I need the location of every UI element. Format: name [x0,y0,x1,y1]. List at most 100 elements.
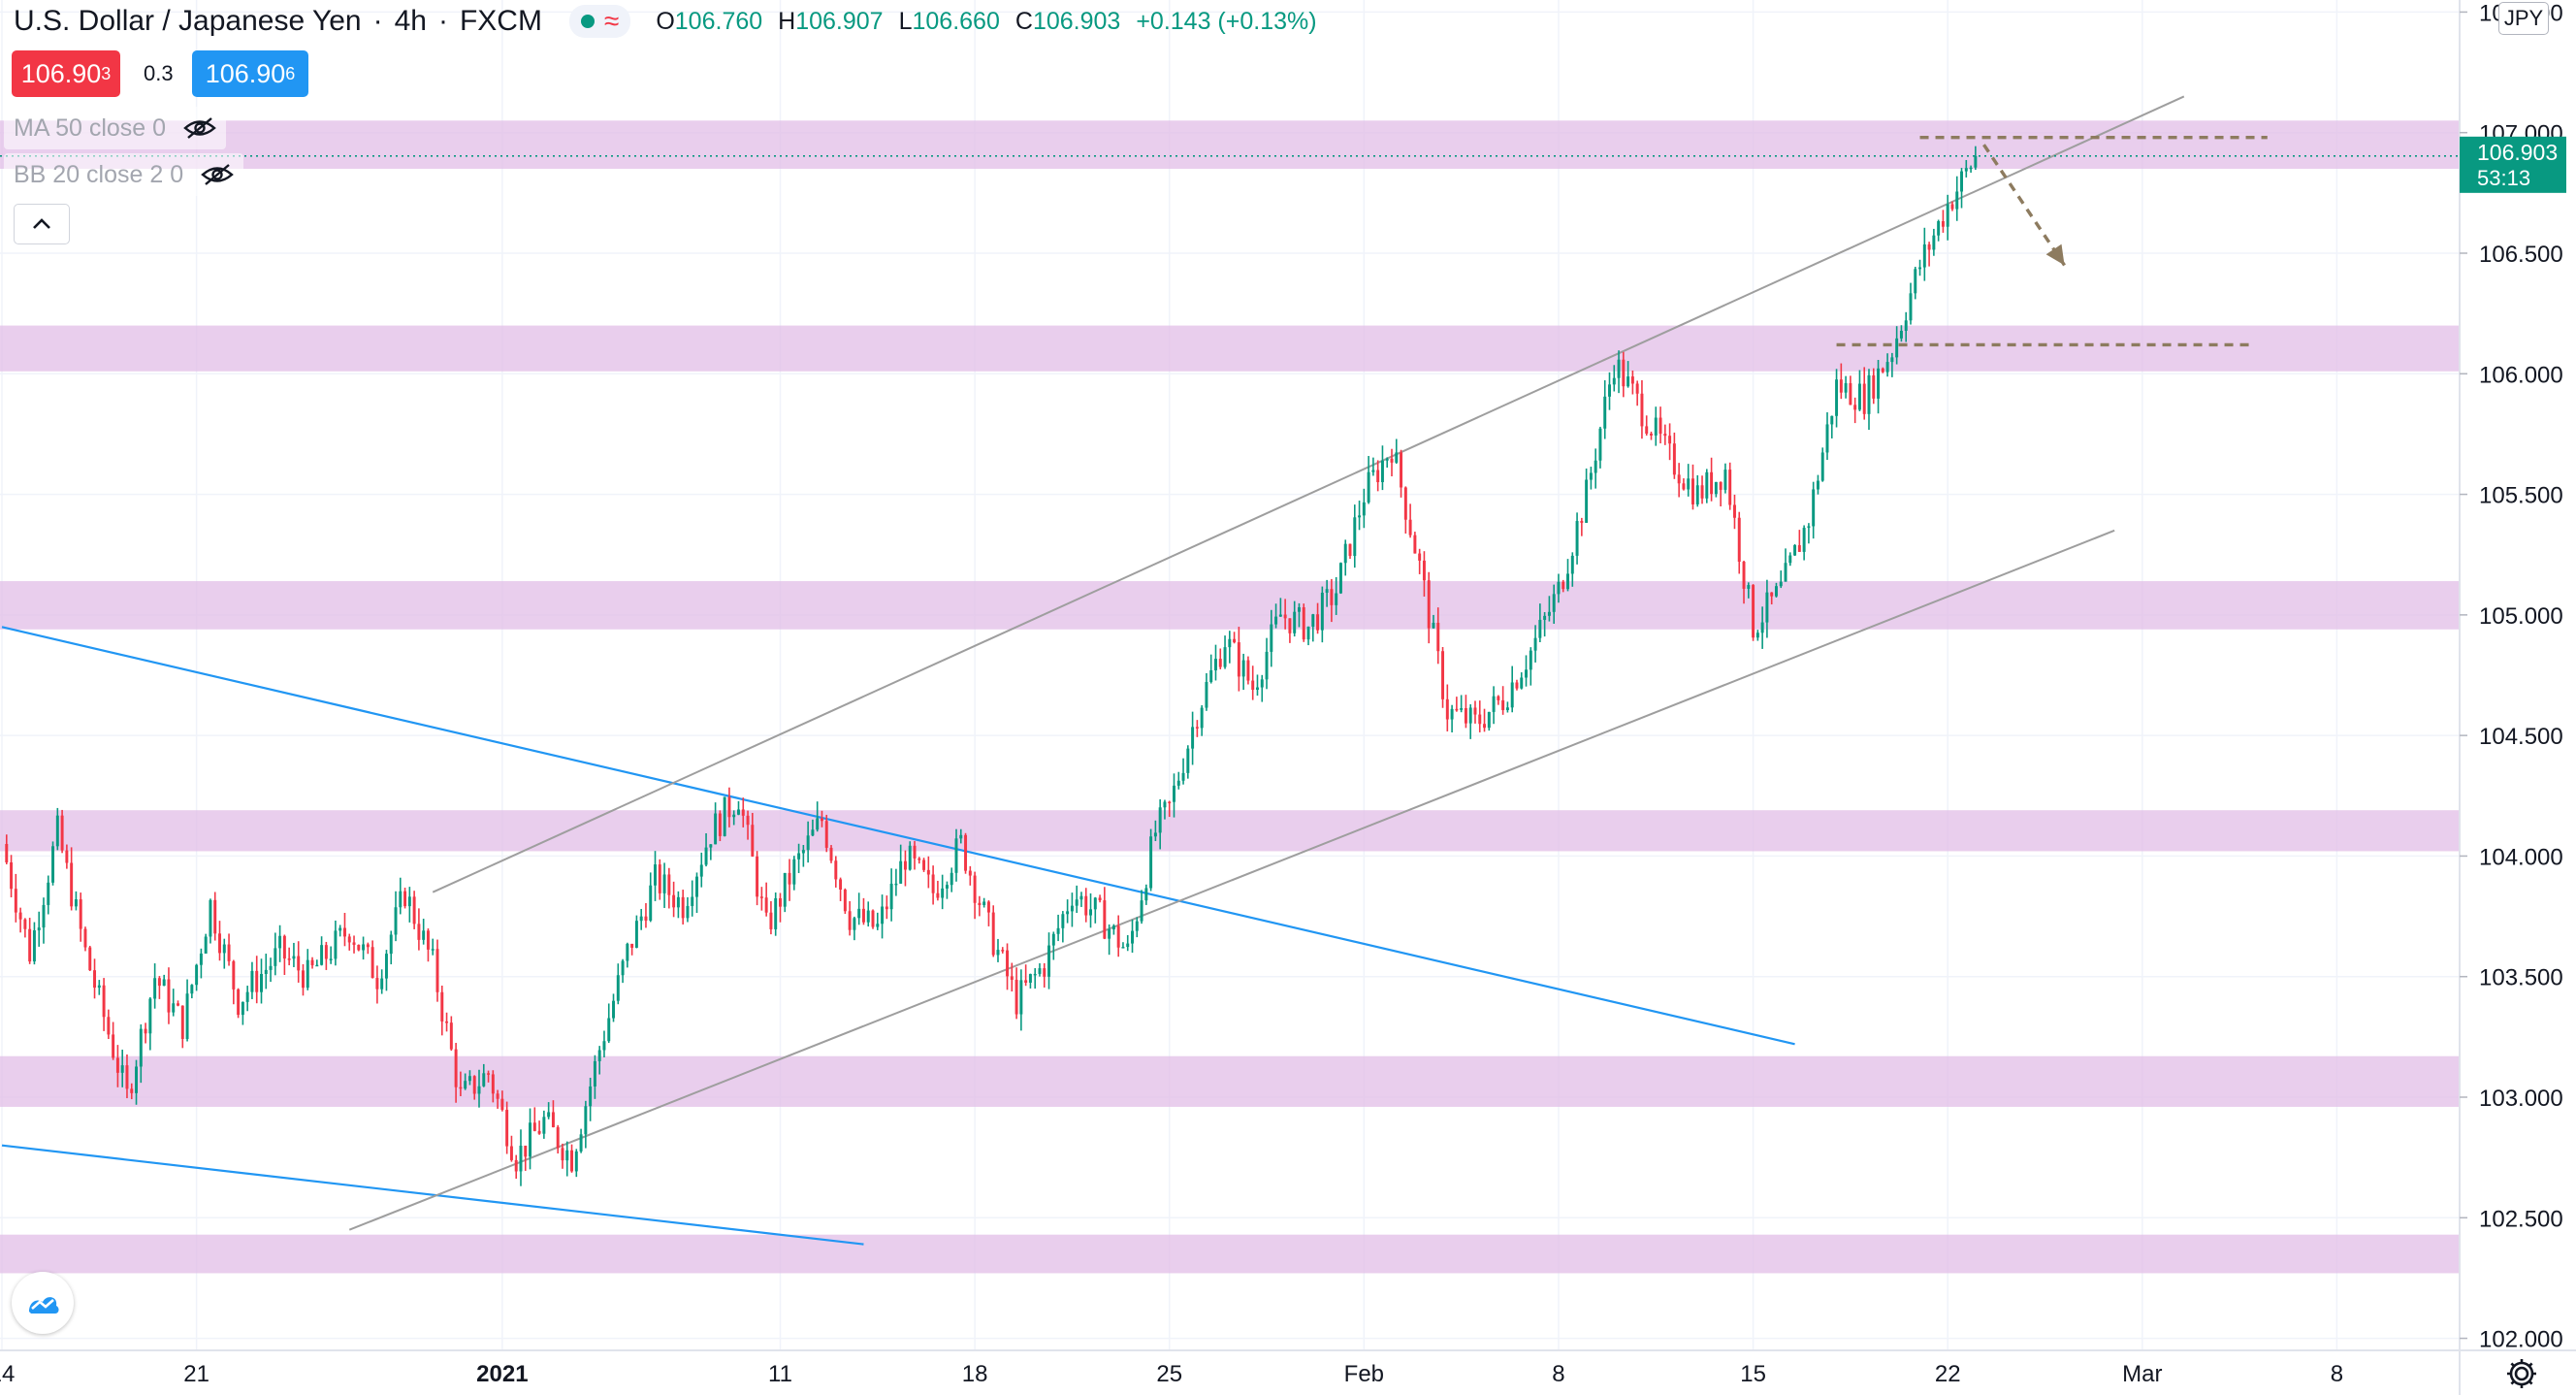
candle-body [1079,895,1083,900]
candle-body [1140,900,1143,922]
candles [5,146,1978,1186]
sell-button[interactable]: 106.90 3 [12,50,120,97]
candle-body [1283,614,1287,619]
candle-body [1793,544,1797,556]
candle-body [589,1086,593,1107]
candle-body [1089,909,1092,916]
candle-body [93,970,97,989]
ohlc-open-key: O [656,7,675,35]
bar-countdown: 53:13 [2477,166,2530,190]
candle-body [1950,204,1954,210]
candle-body [1418,553,1422,561]
candle-body [1038,968,1042,974]
candle-body [282,935,286,959]
symbol-header[interactable]: U.S. Dollar / Japanese Yen · 4h · FXCM ≈… [14,0,1317,43]
candle-body [1320,592,1324,631]
candle-body [435,949,439,992]
candle-body [32,930,36,962]
candle-body [1788,555,1792,564]
symbol-title[interactable]: U.S. Dollar / Japanese Yen [14,5,362,37]
candle-body [1844,383,1848,393]
candle-body [626,943,629,961]
candle-body [472,1076,476,1094]
support-resistance-zone [0,120,2460,169]
gear-icon[interactable] [2504,1356,2539,1391]
time-axis-label: Feb [1344,1361,1384,1387]
candle-body [260,973,263,992]
channel-line [432,95,2185,893]
price-axis-label: 104.500 [2479,724,2563,750]
candle-body [1881,368,1884,373]
candle-body [630,943,634,948]
candle-body [602,1041,606,1051]
candle-body [464,1081,467,1089]
candle-body [1098,897,1102,901]
candle-body [1153,832,1157,837]
candle-body [1700,485,1704,499]
candle-body [157,978,161,987]
price-axis-label: 103.500 [2479,965,2563,991]
candle-body [1302,607,1305,640]
candle-body [255,970,259,992]
candle-body [1737,517,1741,563]
ohlc-values: O106.760 H106.907 L106.660 C106.903 +0.1… [656,8,1316,36]
candle-body [144,1028,147,1034]
candle-body [431,949,435,951]
candle-body [97,985,101,989]
candle-body [616,975,620,1001]
candle-body [1483,724,1487,729]
candle-body [60,815,64,851]
interval-label[interactable]: 4h [394,5,427,37]
candle-body [759,896,763,898]
candle-body [746,815,750,826]
candle-body [222,944,226,954]
time-axis-label: 11 [768,1361,792,1387]
candle-body [718,813,722,836]
candle-body [1645,426,1649,434]
candle-body [135,1066,139,1093]
candle-body [816,818,820,830]
candle-body [1538,619,1542,638]
candle-body [1802,528,1806,552]
indicator-bb[interactable]: BB 20 close 2 0 [4,153,244,196]
candle-body [1867,374,1871,414]
buy-button[interactable]: 106.90 6 [192,50,308,97]
candle-body [28,928,32,962]
currency-badge[interactable]: JPY [2498,2,2549,35]
candle-body [1103,900,1107,939]
candle-body [227,944,231,961]
candle-body [1265,651,1269,680]
candle-body [649,885,653,921]
candle-body [1311,614,1315,627]
candle-body [1719,481,1723,490]
candle-body [1816,480,1819,490]
projection-arrow-head [2045,243,2065,266]
eye-off-icon[interactable] [201,164,234,185]
wave-icon: ≈ [603,6,620,36]
candle-body [1408,519,1412,535]
candle-body [1445,698,1449,720]
candle-body [315,964,319,967]
candle-body [310,959,314,966]
eye-off-icon[interactable] [183,117,216,139]
market-status[interactable]: ≈ [568,5,631,38]
buy-price-pip: 6 [285,63,296,83]
candle-body [1752,585,1755,638]
tradingview-logo-icon[interactable] [12,1272,74,1334]
candle-body [621,960,625,976]
collapse-legend-button[interactable] [14,204,70,244]
support-resistance-zone [0,810,2460,852]
ohlc-low-key: L [898,7,913,35]
candle-body [936,892,940,898]
candle-body [1677,474,1681,484]
time-axis-label: 2021 [476,1361,528,1387]
ohlc-open: O106.760 [656,8,762,36]
candle-body [412,896,416,925]
candle-body [324,945,328,959]
candle-body [593,1060,596,1087]
indicator-ma[interactable]: MA 50 close 0 [4,107,227,149]
candle-body [1765,592,1769,623]
candle-body [1325,589,1329,593]
